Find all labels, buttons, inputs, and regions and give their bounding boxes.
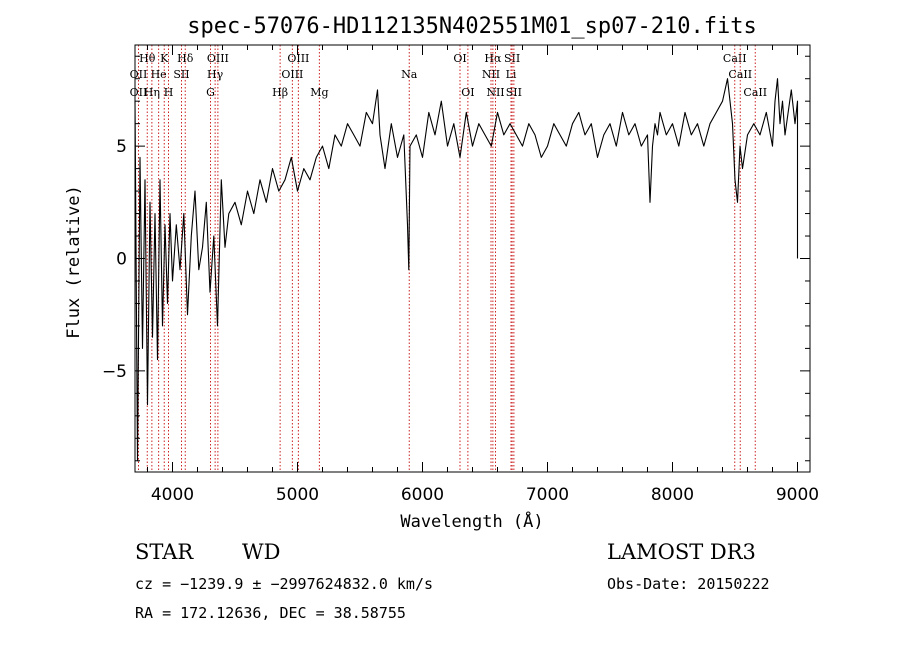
survey-name: LAMOST DR3: [607, 540, 756, 564]
x-tick-label: 8000: [651, 485, 694, 505]
line-marker-label: NII: [486, 86, 504, 99]
x-tick-label: 4000: [151, 485, 194, 505]
line-marker-label: He: [151, 68, 167, 81]
line-marker-label: OIII: [287, 52, 309, 65]
spectrum-line: [134, 78, 799, 462]
x-tick-label: 7000: [526, 485, 569, 505]
x-tick-label: 9000: [776, 485, 819, 505]
line-marker-label: Mg: [310, 86, 328, 99]
line-marker-label: Hη: [144, 86, 160, 99]
line-marker-label: CaII: [743, 86, 767, 99]
spectrum-layer: [134, 78, 799, 462]
x-tick-label: 5000: [276, 485, 319, 505]
object-class: STAR: [135, 540, 194, 564]
line-marker-label: Hβ: [272, 86, 288, 99]
coordinates-line: RA = 172.12636, DEC = 38.58755: [135, 604, 406, 622]
line-marker-label: Hδ: [177, 52, 194, 65]
y-axis-label: Flux (relative): [64, 185, 84, 339]
line-marker-label: G: [206, 86, 215, 99]
x-axis-label: Wavelength (Å): [400, 510, 543, 532]
line-marker-label: OII: [130, 86, 148, 99]
line-marker-label: H: [164, 86, 174, 99]
line-marker-label: SII: [173, 68, 189, 81]
x-tick-label: 6000: [401, 485, 444, 505]
line-marker-label: OIII: [207, 52, 229, 65]
line-marker-label: SII: [504, 52, 520, 65]
line-marker-label: OI: [453, 52, 466, 65]
line-marker-label: OI: [461, 86, 474, 99]
line-marker-label: Hγ: [207, 68, 224, 81]
line-marker-label: Hα: [484, 52, 502, 65]
line-marker-label: CaII: [723, 52, 747, 65]
line-marker-label: OIII: [281, 68, 303, 81]
object-subclass: WD: [242, 540, 280, 564]
line-marker-label: Na: [401, 68, 418, 81]
y-tick-label: 5: [116, 137, 127, 157]
line-marker-label: Hθ: [139, 52, 156, 65]
axis-layer: 4000 5000 6000 7000 8000 9000 −5 0 5: [102, 44, 819, 505]
y-tick-label: 0: [116, 250, 127, 270]
y-tick-label: −5: [102, 362, 127, 382]
line-marker-label: CaII: [728, 68, 752, 81]
line-marker-label: K: [160, 52, 169, 65]
obs-date: Obs-Date: 20150222: [607, 575, 770, 593]
line-marker-label: Li: [506, 68, 517, 81]
chart-title: spec-57076-HD112135N402551M01_sp07-210.f…: [187, 14, 757, 39]
redshift-line: cz = −1239.9 ± −2997624832.0 km/s: [135, 575, 433, 593]
plot-frame: [134, 44, 811, 473]
line-marker-label: NII: [482, 68, 500, 81]
line-marker-label: SII: [506, 86, 522, 99]
